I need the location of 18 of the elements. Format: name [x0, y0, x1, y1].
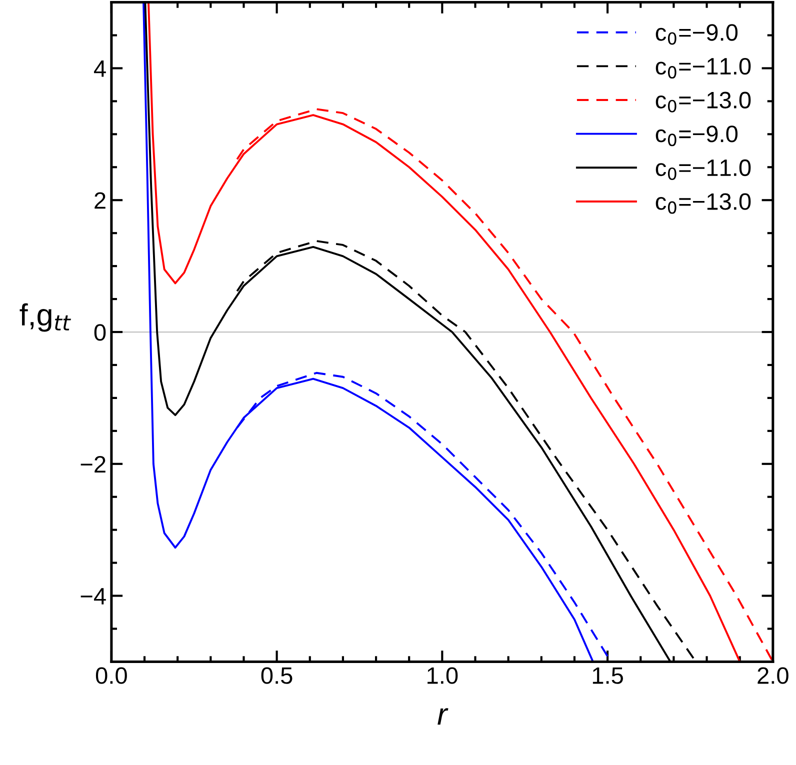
- legend-label: c$_{0}$=−13.0: [656, 193, 751, 214]
- legend-label: c$_{0}$=−9.0: [656, 126, 738, 146]
- legend-label: c$_{0}$=−11.0: [656, 58, 751, 79]
- y-axis-title: f,g$_{tt}$: [20, 303, 72, 332]
- y-tick-label: 4: [94, 60, 106, 77]
- legend-label: c$_{0}$=−13.0: [656, 92, 751, 112]
- x-tick-label: 1.0: [428, 667, 458, 684]
- y-tick-label: 0: [94, 324, 106, 341]
- y-tick-label: −2: [80, 456, 106, 472]
- x-tick-label: 0.0: [96, 667, 127, 684]
- x-tick-label: 2.0: [758, 667, 788, 684]
- legend-label: c$_{0}$=−9.0: [656, 24, 738, 45]
- x-axis-title: r: [438, 708, 448, 725]
- x-tick-label: 0.5: [261, 667, 292, 684]
- y-tick-label: 2: [94, 192, 106, 209]
- y-tick-label: −4: [80, 588, 106, 604]
- legend-label: c$_{0}$=−11.0: [656, 159, 751, 180]
- x-tick-label: 1.5: [592, 667, 623, 684]
